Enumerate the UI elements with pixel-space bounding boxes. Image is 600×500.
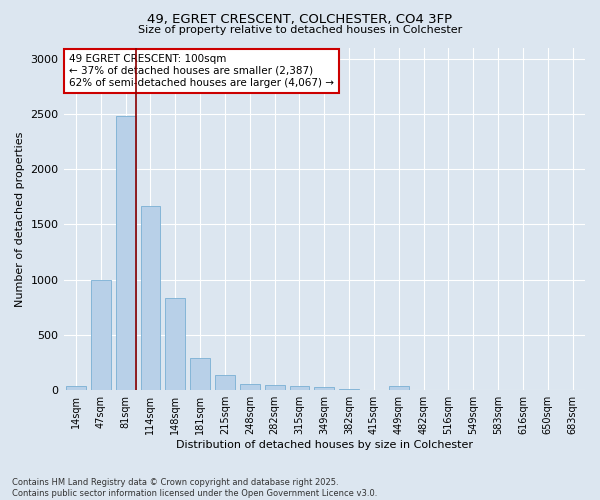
Bar [314,388,334,390]
Bar [290,386,310,390]
Y-axis label: Number of detached properties: Number of detached properties [15,131,25,306]
Bar [66,386,86,390]
Bar [116,116,136,390]
Text: 49 EGRET CRESCENT: 100sqm
← 37% of detached houses are smaller (2,387)
62% of se: 49 EGRET CRESCENT: 100sqm ← 37% of detac… [69,54,334,88]
Bar [190,358,210,390]
Bar [140,206,160,390]
X-axis label: Distribution of detached houses by size in Colchester: Distribution of detached houses by size … [176,440,473,450]
Bar [389,386,409,390]
Text: 49, EGRET CRESCENT, COLCHESTER, CO4 3FP: 49, EGRET CRESCENT, COLCHESTER, CO4 3FP [148,12,452,26]
Bar [166,298,185,390]
Bar [91,280,111,390]
Text: Size of property relative to detached houses in Colchester: Size of property relative to detached ho… [138,25,462,35]
Bar [240,384,260,390]
Bar [265,384,284,390]
Bar [339,389,359,390]
Bar [215,374,235,390]
Text: Contains HM Land Registry data © Crown copyright and database right 2025.
Contai: Contains HM Land Registry data © Crown c… [12,478,377,498]
